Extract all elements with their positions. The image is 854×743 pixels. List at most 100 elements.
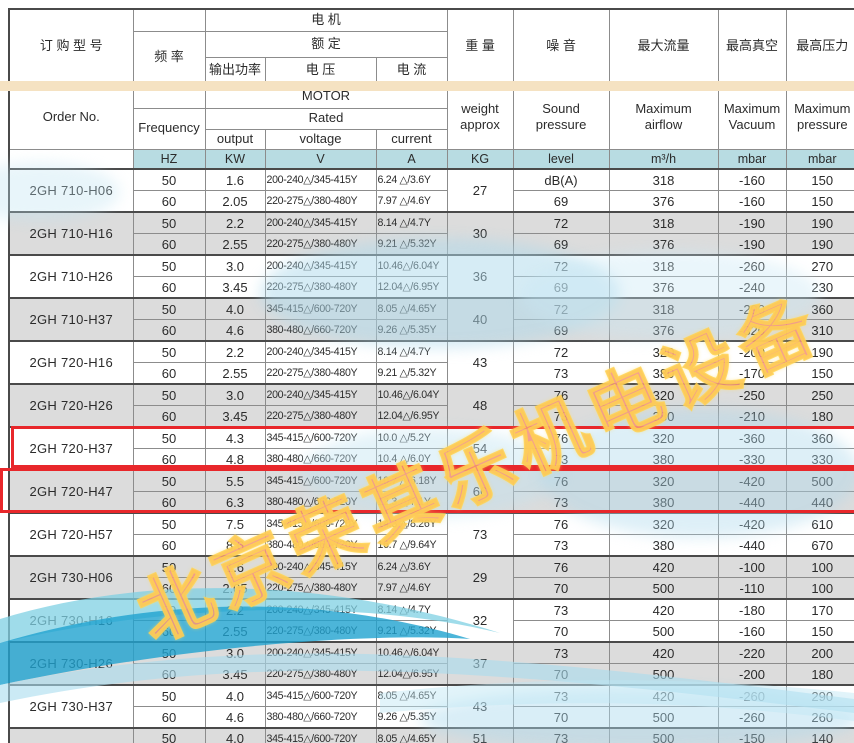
sound-cell: 73 (512, 362, 610, 385)
order-no-cell: 2GH 720-H26 (8, 383, 134, 428)
airflow-cell: 500 (608, 727, 719, 743)
header-freq-cn: 频 率 (132, 30, 206, 85)
spec-table-body: 2GH 710-H06 50 1.6 200-240△/345-415Y 6.24 △/… (8, 168, 854, 743)
hz-cell: 60 (132, 276, 206, 299)
sound-cell: 76 (512, 426, 610, 449)
hz-cell: 60 (132, 319, 206, 342)
current-cell: 6.24 △/3.6Y (375, 168, 448, 191)
airflow-cell: 500 (608, 620, 719, 643)
table-row: 2GH 720-H26 50 3.0 200-240△/345-415Y 10.46△/… (8, 383, 854, 428)
pressure-cell: 230 (785, 276, 854, 299)
pressure-cell: 190 (785, 340, 854, 363)
header-noise-en: Sound pressure (512, 83, 610, 150)
table-row: 2GH 720-H16 50 2.2 200-240△/345-415Y 8.14 △/… (8, 340, 854, 385)
sound-cell: 72 (512, 254, 610, 277)
header-noise-cn: 噪 音 (512, 8, 610, 85)
output-kw-cell: 3.45 (204, 663, 266, 686)
sound-cell: 72 (512, 340, 610, 363)
sound-cell: 70 (512, 706, 610, 729)
weight-cell: 48 (446, 383, 514, 428)
vacuum-cell: -420 (717, 512, 787, 535)
airflow-cell: 318 (608, 211, 719, 234)
airflow-cell: 420 (608, 684, 719, 707)
pressure-cell: 500 (785, 469, 854, 492)
current-cell: 10.4 △/6.0Y (375, 448, 448, 471)
table-row: 2GH 720-H37 50 4.3 345-415△/600-720Y 10.0 △/… (8, 426, 854, 471)
table-row: 60 3.45 220-275△/380-480Y 12.04△/6.95Y 69 376… (9, 276, 854, 299)
table-row: 2GH 730-H26 50 3.0 200-240△/345-415Y 10.46△/… (8, 641, 854, 686)
header-motor-cn: 电 机 (204, 8, 448, 32)
hz-cell: 60 (132, 362, 206, 385)
header-motor-en: MOTOR (204, 83, 448, 109)
table-row: 2GH 730-H06 50 1.6 200-240△/345-415Y 6.24 △/… (8, 555, 854, 600)
order-no-cell: 2GH 710-H16 (8, 211, 134, 256)
unit-mbar-vacuum: mbar (717, 148, 787, 170)
hz-cell: 50 (132, 383, 206, 406)
current-cell: 9.21 △/5.32Y (375, 620, 448, 643)
sound-cell: 76 (512, 555, 610, 578)
pressure-cell: 440 (785, 491, 854, 514)
pressure-cell: 270 (785, 254, 854, 277)
pressure-cell: 150 (785, 190, 854, 213)
weight-cell: 51 (446, 727, 514, 743)
vacuum-cell: -250 (717, 383, 787, 406)
airflow-cell: 420 (608, 641, 719, 664)
voltage-cell: 220-275△/380-480Y (264, 620, 377, 643)
sound-cell: 73 (512, 405, 610, 428)
current-cell: 9.21 △/5.32Y (375, 233, 448, 256)
sound-cell: 70 (512, 577, 610, 600)
output-kw-cell: 4.3 (204, 426, 266, 449)
output-kw-cell: 4.0 (204, 684, 266, 707)
table-row: 60 8.6 380-480△/660-720Y 16.7 △/9.64Y 73 380-… (9, 534, 854, 557)
weight-cell: 32 (446, 598, 514, 643)
sound-cell: 73 (512, 448, 610, 471)
header-voltage-en: voltage (264, 128, 377, 150)
vacuum-cell: -260 (717, 706, 787, 729)
header-order-en: Order No. (8, 83, 134, 150)
sound-cell: 76 (512, 383, 610, 406)
voltage-cell: 380-480△/660-720Y (264, 319, 377, 342)
order-no-cell: 2GH 720-H57 (8, 512, 134, 557)
airflow-cell: 376 (608, 190, 719, 213)
sound-cell: 73 (512, 598, 610, 621)
table-row: 60 2.55 220-275△/380-480Y 9.21 △/5.32Y 73 380… (9, 362, 854, 385)
unit-kg: KG (446, 148, 514, 170)
voltage-cell: 200-240△/345-415Y (264, 598, 377, 621)
header-freq-en: Frequency (132, 107, 206, 150)
spec-table: 订 购 型 号 电 机 重 量 噪 音 最大流量 最高真空 最高压力 频 率 额… (8, 8, 854, 743)
voltage-cell: 200-240△/345-415Y (264, 383, 377, 406)
current-cell: 9.26 △/5.35Y (375, 319, 448, 342)
order-no-cell: 2GH 730-H06 (8, 555, 134, 600)
current-cell: 10.46△/6.04Y (375, 641, 448, 664)
table-row: 50 4.0 345-415△/600-720Y 8.05 △/4.65Y 51 73 50… (8, 727, 854, 743)
sound-cell: 69 (512, 233, 610, 256)
hz-cell: 50 (132, 469, 206, 492)
weight-cell: 27 (446, 168, 514, 213)
sound-cell: 69 (512, 190, 610, 213)
weight-cell: 43 (446, 684, 514, 729)
airflow-cell: 380 (608, 534, 719, 557)
voltage-cell: 345-415△/600-720Y (264, 684, 377, 707)
airflow-cell: 320 (608, 340, 719, 363)
output-kw-cell: 3.45 (204, 405, 266, 428)
hz-cell: 60 (132, 620, 206, 643)
table-row: 60 4.8 380-480△/660-720Y 10.4 △/6.0Y 73 380 -3… (9, 448, 854, 471)
pressure-cell: 150 (785, 362, 854, 385)
voltage-cell: 220-275△/380-480Y (264, 233, 377, 256)
voltage-cell: 380-480△/660-720Y (264, 534, 377, 557)
header-vacuum-cn: 最高真空 (717, 8, 787, 85)
hz-cell: 60 (132, 534, 206, 557)
airflow-cell: 420 (608, 555, 719, 578)
pressure-cell: 150 (785, 168, 854, 191)
airflow-cell: 318 (608, 254, 719, 277)
airflow-cell: 500 (608, 663, 719, 686)
airflow-cell: 500 (608, 577, 719, 600)
weight-cell: 37 (446, 641, 514, 686)
table-row: 2GH 710-H16 50 2.2 200-240△/345-415Y 8.14 △/… (8, 211, 854, 256)
weight-cell: 54 (446, 426, 514, 471)
vacuum-cell: -160 (717, 168, 787, 191)
header-vacuum-en: Maximum Vacuum (717, 83, 787, 150)
hz-cell: 60 (132, 405, 206, 428)
current-cell: 10.7 △/6.18Y (375, 469, 448, 492)
header-pressure-cn: 最高压力 (785, 8, 854, 85)
